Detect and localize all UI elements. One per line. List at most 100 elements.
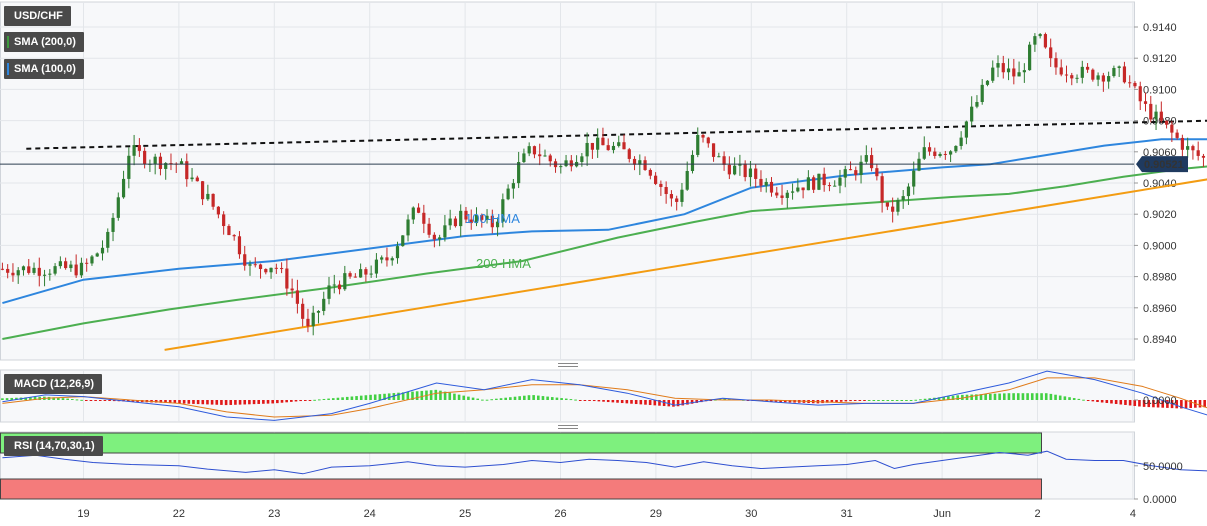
candle-body: [485, 215, 489, 220]
candle-body: [1122, 66, 1127, 83]
macd-histogram-bar: [872, 400, 876, 401]
candle-body: [1154, 111, 1158, 120]
candle-body: [480, 214, 484, 220]
candle-body: [395, 246, 400, 259]
candle-body: [464, 210, 468, 220]
macd-histogram-bar: [467, 396, 470, 400]
candle-body: [274, 267, 278, 269]
candle-body: [743, 163, 747, 178]
candle-body: [733, 165, 737, 175]
candle-body: [495, 221, 500, 228]
sma100-badge[interactable]: SMA (100,0): [4, 59, 84, 79]
candle-body: [648, 169, 652, 176]
candle-body: [311, 312, 315, 327]
current-price-label: 0.90521: [1144, 159, 1184, 171]
macd-histogram-bar: [788, 400, 792, 403]
macd-histogram-bar: [66, 398, 69, 400]
macd-histogram-bar: [1063, 396, 1067, 400]
candle-body: [1080, 66, 1084, 78]
candle-body: [406, 219, 410, 236]
candle-body: [785, 192, 789, 198]
candle-body: [843, 169, 847, 178]
macd-histogram-bar: [1086, 400, 1090, 401]
candle-body: [754, 168, 758, 179]
macd-histogram-bar: [681, 400, 685, 406]
macd-histogram-bar: [471, 397, 475, 400]
macd-histogram-bar: [942, 396, 946, 400]
macd-histogram-bar: [224, 400, 228, 406]
candle-body: [954, 145, 958, 152]
candle-body: [1107, 76, 1111, 82]
candle-body: [854, 170, 858, 176]
candle-body: [1133, 82, 1137, 87]
macd-histogram-bar: [989, 393, 992, 400]
macd-histogram-bar: [1203, 400, 1206, 408]
sma200-badge[interactable]: SMA (200,0): [4, 32, 84, 52]
candle-body: [933, 151, 937, 156]
candle-body: [337, 284, 342, 290]
candle-body: [200, 181, 205, 200]
macd-histogram-bar: [61, 398, 65, 400]
macd-badge[interactable]: MACD (12,26,9): [4, 374, 103, 394]
symbol-badge[interactable]: USD/CHF: [4, 6, 71, 26]
candle-body: [1143, 101, 1148, 104]
macd-histogram-bar: [434, 389, 438, 400]
candle-body: [896, 200, 900, 212]
macd-histogram-bar: [686, 400, 689, 405]
candle-body: [927, 147, 932, 152]
hma200-line: [2, 165, 1207, 340]
candle-body: [416, 207, 421, 213]
macd-histogram-bar: [1119, 400, 1123, 405]
macd-histogram-bar: [359, 395, 363, 400]
macd-histogram-bar: [849, 400, 852, 402]
macd-histogram-bar: [1058, 395, 1062, 400]
macd-histogram-bar: [448, 392, 452, 400]
candle-body: [290, 288, 294, 291]
macd-histogram-bar: [345, 396, 349, 400]
macd-histogram-bar: [900, 400, 904, 401]
candle-body: [127, 155, 131, 179]
x-tick-label: 22: [173, 508, 185, 520]
macd-histogram-bar: [378, 394, 382, 400]
candle-body: [706, 137, 710, 144]
candle-body: [64, 261, 68, 269]
rsi-badge[interactable]: RSI (14,70,30,1): [4, 436, 103, 456]
macd-histogram-bar: [891, 400, 894, 401]
candle-body: [1180, 137, 1184, 150]
macd-histogram-bar: [783, 400, 787, 403]
candle-body: [643, 160, 647, 170]
macd-histogram-bar: [560, 398, 563, 400]
macd-histogram-bar: [1021, 393, 1025, 400]
candle-body: [822, 173, 826, 186]
candle-body: [1017, 72, 1021, 77]
candle-body: [922, 147, 926, 159]
candle-body: [253, 264, 257, 266]
candle-body: [717, 156, 721, 158]
main-panel: [0, 1, 1135, 361]
candle-body: [611, 145, 616, 151]
macd-signal-line: [2, 377, 1207, 418]
macd-histogram-bar: [215, 400, 219, 405]
x-tick-label: 29: [650, 508, 662, 520]
macd-histogram-bar: [201, 400, 205, 405]
macd-histogram-bar: [1002, 393, 1006, 400]
candle-body: [817, 173, 821, 190]
candle-body: [179, 161, 184, 165]
candle-body: [901, 196, 905, 201]
x-tick-label: 4: [1130, 508, 1136, 520]
macd-histogram-bar: [970, 394, 973, 400]
macd-histogram-bar: [928, 398, 932, 400]
candle-body: [206, 193, 210, 200]
macd-histogram-bar: [863, 400, 866, 401]
macd-histogram-bar: [723, 398, 726, 400]
rsi-tick-label: 0.0000: [1143, 494, 1177, 506]
candle-body: [1175, 132, 1179, 138]
macd-histogram-bar: [341, 397, 344, 400]
macd-histogram-bar: [835, 400, 838, 403]
macd-histogram-bar: [294, 400, 298, 402]
macd-histogram-bar: [779, 400, 782, 403]
candle-body: [1117, 66, 1121, 68]
candle-body: [790, 191, 795, 193]
hma200-annotation: 200-HMA: [476, 256, 531, 271]
